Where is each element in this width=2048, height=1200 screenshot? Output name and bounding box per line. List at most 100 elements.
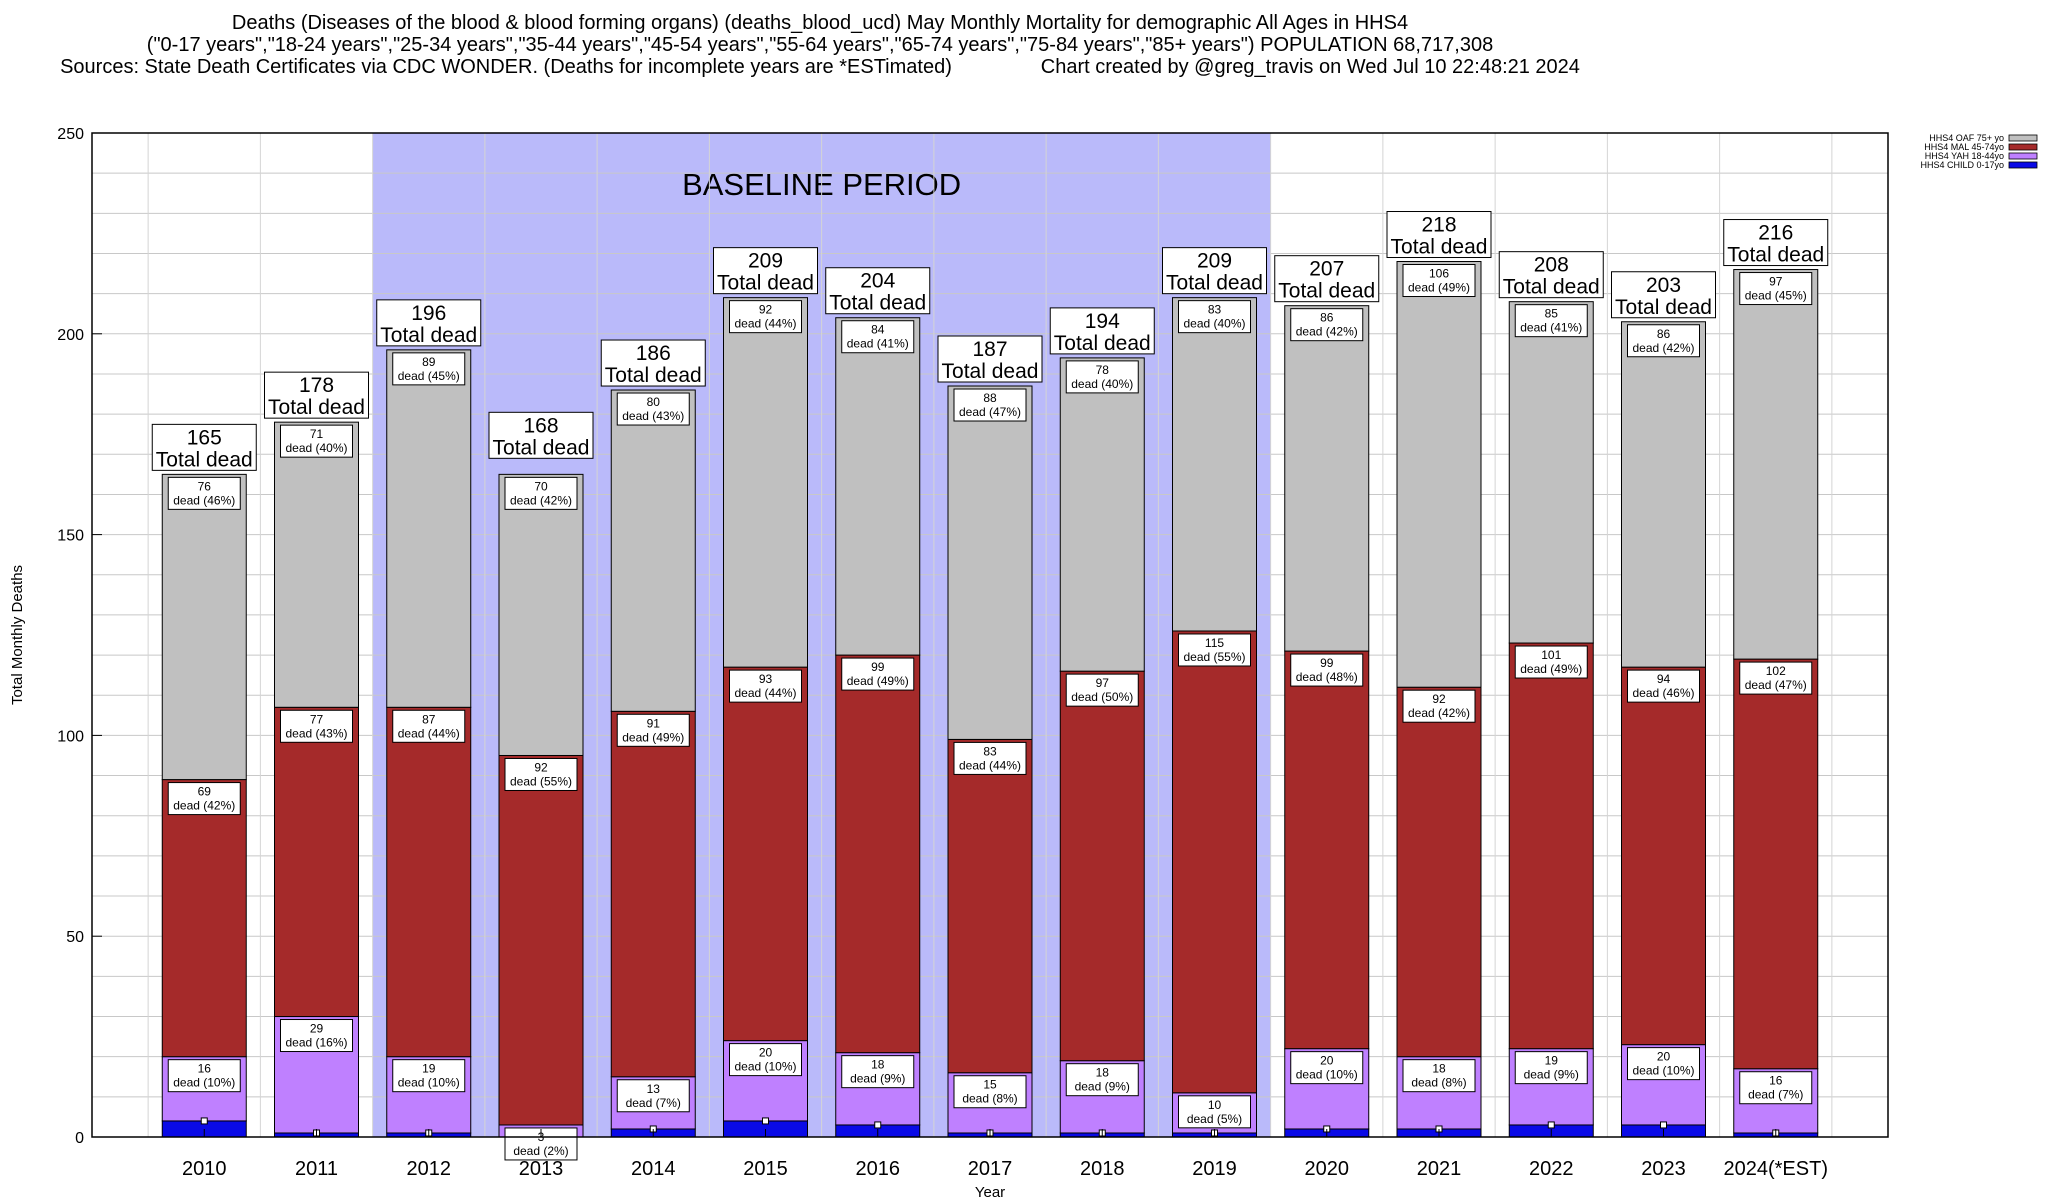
y-tick-label: 150	[57, 528, 84, 545]
data-label-value: 102	[1766, 664, 1786, 678]
child-series-marker	[762, 1117, 769, 1125]
data-label-percent: dead (2%)	[513, 1144, 568, 1158]
data-label-box	[1514, 304, 1588, 338]
data-label-percent: dead (46%)	[173, 493, 235, 507]
total-label-box	[1274, 255, 1380, 303]
data-label-percent: dead (5%)	[1187, 1112, 1242, 1126]
total-label-text: Total dead	[1054, 332, 1151, 355]
total-label-box	[1386, 211, 1492, 259]
data-label-value: 87	[422, 712, 436, 726]
data-label-box	[1514, 1051, 1588, 1085]
data-label-value: 115	[1205, 636, 1224, 650]
data-label-value: 18	[871, 1058, 885, 1072]
y-tick-label: 250	[57, 126, 84, 143]
data-label-box	[1627, 324, 1700, 358]
bar-segment	[947, 385, 1033, 740]
child-series-marker	[1660, 1121, 1667, 1129]
x-tick-label: 2023	[1641, 1158, 1686, 1180]
data-label-box	[729, 300, 802, 334]
x-axis-title: Year	[975, 1184, 1005, 1200]
data-label-box	[1065, 673, 1139, 707]
bar-segment	[1284, 650, 1370, 1050]
bar-segment	[1284, 305, 1370, 652]
data-label-box	[729, 1043, 802, 1077]
data-label-percent: dead (8%)	[962, 1092, 1017, 1106]
data-label-percent: dead (40%)	[1183, 317, 1245, 331]
data-label-box	[167, 476, 241, 510]
data-label-box	[392, 352, 466, 386]
data-label-value: 106	[1429, 267, 1449, 281]
total-label-value: 178	[299, 374, 334, 397]
data-label-percent: dead (46%)	[1632, 686, 1694, 700]
total-label-value: 208	[1534, 254, 1569, 277]
data-label-value: 16	[198, 1062, 212, 1076]
data-label-percent: dead (40%)	[1071, 377, 1133, 391]
bar-segment	[723, 666, 808, 1042]
chart-subtitle-age-groups: ("0-17 years","18-24 years","25-34 years…	[146, 34, 1494, 56]
data-label-percent: dead (43%)	[622, 409, 684, 423]
y-tick-label: 200	[57, 327, 84, 344]
data-label-percent: dead (42%)	[510, 493, 572, 507]
total-label-text: Total dead	[268, 396, 365, 419]
data-label-box	[1178, 300, 1251, 334]
legend-swatch	[2008, 161, 2038, 169]
total-label-text: Total dead	[380, 324, 477, 347]
data-label-box	[1627, 1047, 1700, 1081]
bar-segment	[498, 754, 584, 1126]
data-label-value: 69	[198, 785, 212, 799]
data-label-value: 93	[759, 672, 773, 686]
data-label-box	[1627, 669, 1700, 703]
bar-segment	[274, 706, 359, 1018]
bar-segment	[610, 710, 696, 1078]
data-label-percent: dead (41%)	[847, 337, 909, 351]
bar-segment	[386, 706, 472, 1058]
total-label-text: Total dead	[1278, 280, 1375, 303]
data-label-percent: dead (44%)	[734, 317, 796, 331]
x-tick-label: 2024(*EST)	[1724, 1158, 1829, 1180]
data-label-value: 83	[1208, 303, 1222, 317]
data-label-percent: dead (45%)	[398, 369, 460, 383]
total-label-text: Total dead	[1503, 276, 1600, 299]
total-label-text: Total dead	[493, 436, 590, 459]
data-label-percent: dead (49%)	[622, 730, 684, 744]
data-label-box	[167, 1059, 241, 1093]
chart-title: Deaths (Diseases of the blood & blood fo…	[231, 12, 1409, 34]
data-label-percent: dead (42%)	[1296, 325, 1358, 339]
data-label-value: 10	[1208, 1098, 1222, 1112]
legend-label: HHS4 OAF 75+ yo	[1929, 133, 2004, 143]
total-label-box	[488, 411, 594, 459]
data-label-box	[953, 388, 1027, 422]
child-series-marker	[874, 1121, 882, 1129]
data-label-value: 20	[1657, 1050, 1671, 1064]
data-label-box	[616, 1079, 690, 1113]
x-tick-label: 2021	[1417, 1158, 1462, 1180]
bar-segment	[274, 421, 359, 708]
data-label-value: 91	[647, 716, 661, 730]
data-label-value: 77	[310, 712, 324, 726]
data-label-percent: dead (10%)	[173, 1076, 235, 1090]
data-label-value: 20	[759, 1046, 773, 1060]
data-label-value: 70	[534, 479, 548, 493]
data-label-box	[504, 476, 578, 510]
data-label-value: 101	[1541, 648, 1561, 662]
legend-label: HHS4 MAL 45-74yo	[1924, 142, 2004, 152]
data-label-percent: dead (49%)	[847, 674, 909, 688]
total-label-text: Total dead	[1615, 296, 1712, 319]
data-label-box	[1290, 308, 1364, 342]
data-label-percent: dead (41%)	[1520, 321, 1582, 335]
total-label-text: Total dead	[1391, 236, 1488, 259]
total-label-value: 207	[1309, 258, 1344, 281]
bar-segment	[723, 297, 808, 668]
data-label-value: 19	[1545, 1054, 1559, 1068]
data-label-value: 18	[1096, 1066, 1110, 1080]
x-tick-label: 2015	[743, 1158, 788, 1180]
child-series-marker	[1547, 1121, 1555, 1129]
data-label-value: 15	[983, 1078, 997, 1092]
bar-segment	[1059, 670, 1145, 1062]
y-tick-label: 50	[66, 929, 84, 946]
total-label-value: 204	[860, 270, 895, 293]
total-label-text: Total dead	[156, 448, 253, 471]
data-label-box	[616, 392, 690, 426]
total-label-value: 209	[1197, 250, 1232, 273]
data-label-box	[1739, 272, 1813, 306]
